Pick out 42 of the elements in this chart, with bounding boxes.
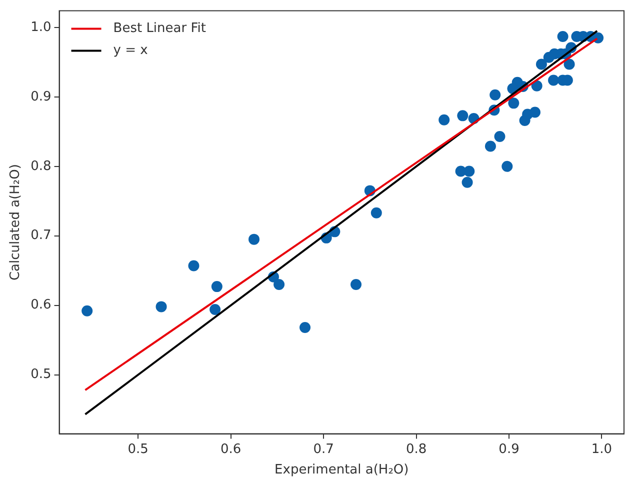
- point: [274, 278, 285, 290]
- point: [211, 281, 222, 292]
- point: [438, 114, 450, 126]
- point: [557, 31, 568, 42]
- legend-label: y = x: [113, 43, 148, 58]
- point: [462, 176, 473, 188]
- y-tick-label: 0.9: [30, 89, 52, 104]
- point: [188, 260, 200, 272]
- x-tick-label: 0.7: [313, 442, 334, 457]
- point: [248, 234, 260, 245]
- point: [300, 322, 311, 334]
- point: [370, 207, 382, 218]
- x-tick-label: 0.5: [128, 442, 148, 457]
- point: [350, 278, 362, 290]
- x-axis-title: Experimental a(H₂O): [274, 462, 409, 478]
- y-axis-title: Calculated a(H₂O): [8, 164, 24, 281]
- point: [464, 166, 475, 177]
- point: [82, 305, 93, 316]
- x-tick-label: 0.6: [220, 442, 242, 457]
- point: [210, 304, 221, 315]
- point: [502, 160, 513, 172]
- y-tick-label: 1.0: [30, 20, 52, 35]
- point: [531, 80, 542, 92]
- y-tick-label: 0.7: [30, 228, 52, 244]
- point: [536, 58, 547, 70]
- point: [508, 98, 520, 109]
- point: [529, 106, 540, 118]
- point: [548, 74, 560, 86]
- point: [457, 110, 468, 122]
- point: [564, 58, 575, 70]
- point: [156, 301, 167, 312]
- point: [484, 140, 496, 152]
- x-tick-label: 1.0: [591, 442, 612, 457]
- x-tick-label: 0.8: [406, 442, 427, 457]
- y-tick-label: 0.8: [30, 158, 52, 174]
- y-tick-label: 0.6: [30, 298, 52, 313]
- legend-label: Best Linear Fit: [113, 21, 206, 36]
- point: [592, 32, 604, 44]
- x-tick-label: 0.9: [498, 442, 520, 457]
- point: [490, 89, 501, 100]
- point: [494, 131, 506, 142]
- y-tick-label: 0.5: [30, 367, 52, 382]
